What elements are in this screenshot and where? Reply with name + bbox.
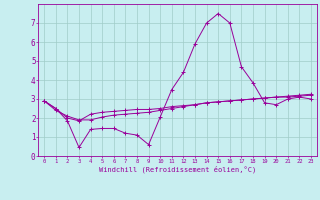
- X-axis label: Windchill (Refroidissement éolien,°C): Windchill (Refroidissement éolien,°C): [99, 165, 256, 173]
